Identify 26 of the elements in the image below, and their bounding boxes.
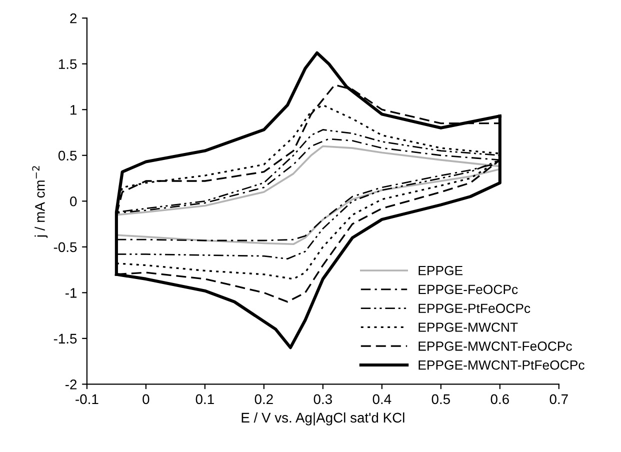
x-tick-label: 0.4	[372, 394, 392, 404]
y-tick-label: -0.5	[54, 242, 77, 252]
legend-label: EPPGE-MWCNT-PtFeOCPc	[418, 360, 584, 370]
y-tick-label: 1	[70, 105, 77, 115]
x-tick-label: -0.1	[76, 394, 98, 404]
y-tick-label: 0.5	[58, 150, 77, 161]
legend-label: EPPGE-PtFeOCPc	[418, 304, 530, 314]
x-tick-label: 0	[142, 394, 150, 404]
x-tick-label: 0.2	[254, 394, 273, 404]
y-tick-label: -2	[65, 380, 77, 390]
legend-label: EPPGE-MWCNT-FeOCPc	[418, 341, 572, 351]
y-axis-title: j / mA cm$^{−2}$	[32, 166, 48, 238]
x-tick-label: 0.5	[432, 394, 450, 404]
x-tick-label: 0.6	[490, 394, 509, 404]
y-tick-label: -1	[65, 288, 77, 298]
y-tick-label: 1.5	[58, 59, 77, 70]
legend-label: EPPGE-MWCNT	[418, 322, 518, 332]
y-tick-label: 2	[70, 13, 77, 24]
legend-label: EPPGE-FeOCPc	[418, 284, 518, 294]
x-tick-label: 0.3	[314, 394, 332, 404]
legend-label: EPPGE	[418, 266, 463, 276]
x-tick-label: 0.7	[550, 394, 568, 404]
y-tick-label: 0	[70, 196, 77, 206]
x-axis-title: E / V vs. Ag|AgCl sat'd KCl	[242, 412, 404, 426]
y-tick-label: -1.5	[54, 334, 77, 344]
x-tick-label: 0.1	[196, 394, 214, 404]
